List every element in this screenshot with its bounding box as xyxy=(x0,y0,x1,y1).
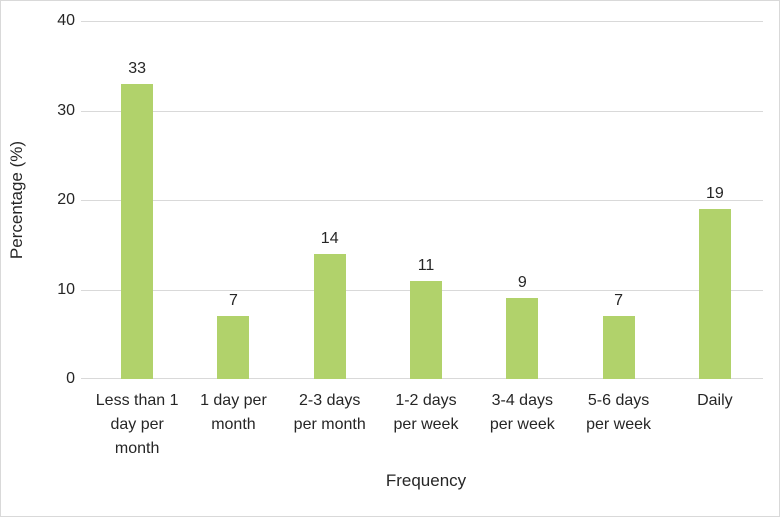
bar-value-label: 11 xyxy=(417,256,435,274)
y-axis-title: Percentage (%) xyxy=(7,140,26,260)
bar xyxy=(410,280,442,379)
x-tick-label: Daily xyxy=(697,392,733,409)
y-tick-label: 40 xyxy=(57,12,75,29)
gridline xyxy=(89,110,763,112)
y-axis-tick xyxy=(81,289,89,291)
bar xyxy=(602,316,635,379)
x-tick-label: Less than 1 day per month xyxy=(95,392,179,457)
y-axis-tick xyxy=(81,200,89,201)
x-tick-label: 1 day per month xyxy=(200,392,267,433)
bar-value-label: 33 xyxy=(128,59,147,77)
bar xyxy=(121,83,154,379)
x-axis-title: Frequency xyxy=(385,471,467,490)
x-tick-label: 2-3 days per month xyxy=(293,392,366,433)
bar-value-label: 14 xyxy=(320,229,339,247)
y-tick-label: 20 xyxy=(57,191,75,208)
bar xyxy=(506,298,539,379)
x-tick-label: 1-2 days per week xyxy=(393,392,459,433)
gridline xyxy=(89,200,763,201)
bar-value-label: 19 xyxy=(705,184,724,202)
y-tick-label: 10 xyxy=(57,280,75,298)
bar xyxy=(698,208,731,379)
bar-value-label: 7 xyxy=(614,292,624,310)
bar xyxy=(313,253,346,379)
x-tick-label: 5-6 days per week xyxy=(586,392,652,433)
y-axis-tick xyxy=(81,110,89,112)
y-axis-tick xyxy=(81,21,89,22)
bar-value-label: 9 xyxy=(517,274,527,292)
y-tick-label: 0 xyxy=(66,370,75,387)
bar xyxy=(217,316,250,379)
y-tick-label: 30 xyxy=(57,101,75,119)
gridline xyxy=(89,21,763,22)
bar-value-label: 7 xyxy=(228,292,238,310)
x-tick-label: 3-4 days per week xyxy=(489,392,555,433)
